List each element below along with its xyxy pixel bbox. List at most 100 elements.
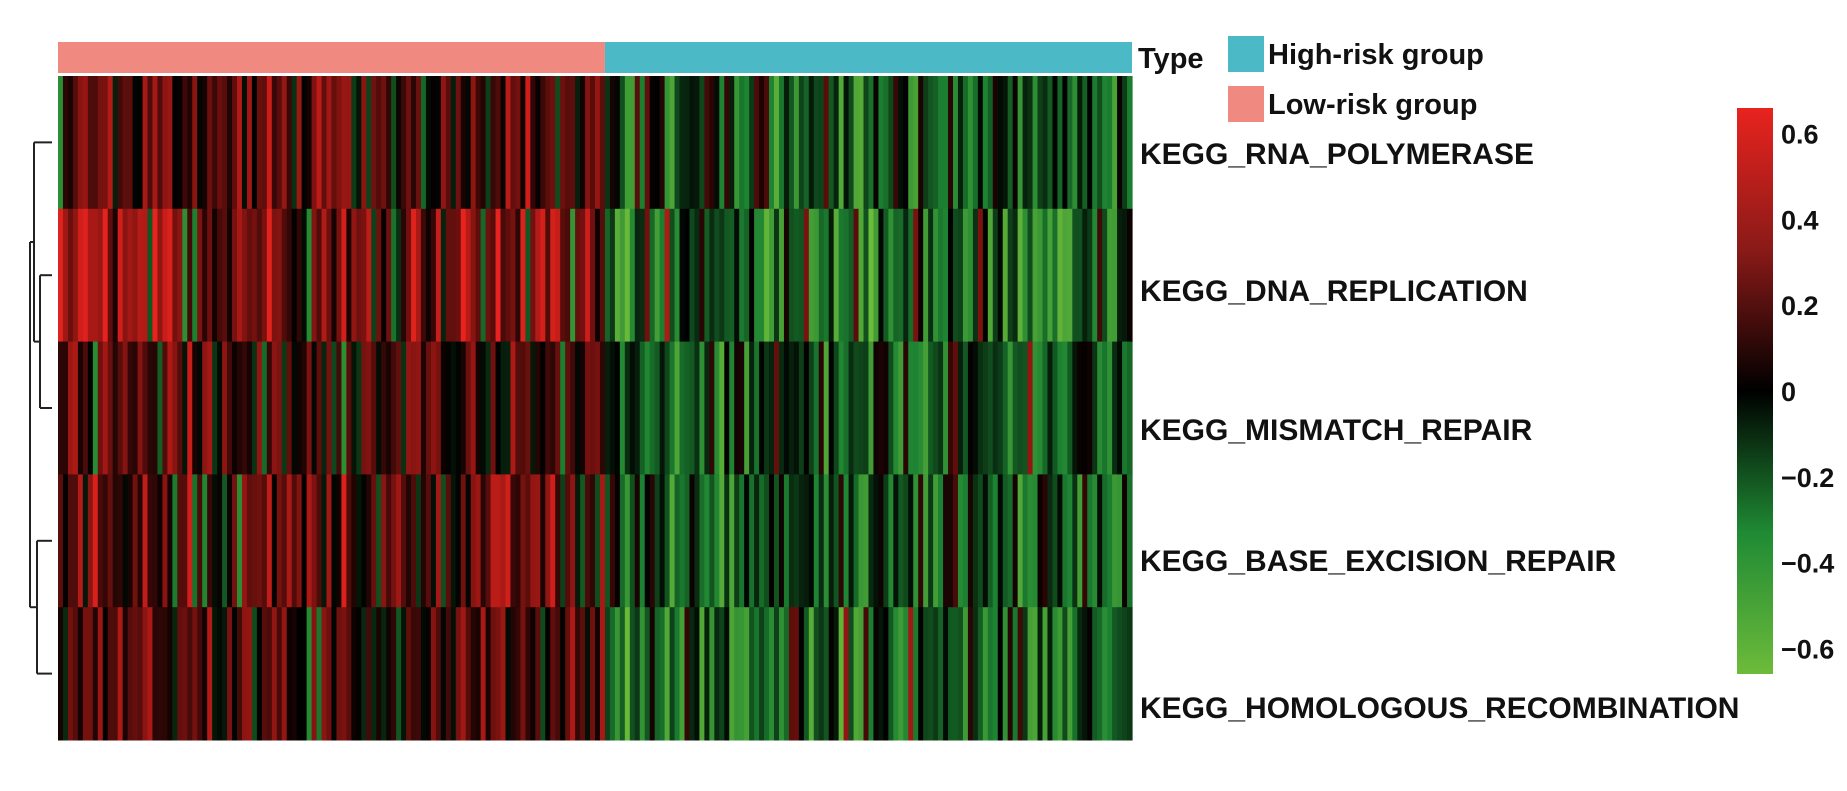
heatmap-cell (1122, 474, 1128, 608)
heatmap-cell (689, 474, 696, 608)
heatmap-cell (1022, 474, 1029, 608)
heatmap-cell (644, 208, 651, 343)
heatmap-cell (1017, 76, 1024, 210)
heatmap-cell (152, 76, 159, 210)
heatmap-cell (112, 607, 119, 741)
heatmap-cell (893, 208, 899, 343)
heatmap-cell (351, 341, 357, 475)
heatmap-cell (107, 341, 114, 475)
heatmap-cell (962, 607, 969, 741)
heatmap-cell (928, 474, 934, 608)
heatmap-cell (604, 208, 611, 343)
heatmap-cell (977, 341, 984, 475)
heatmap-cell (585, 76, 591, 210)
heatmap-cell (992, 474, 999, 608)
heatmap-cell (694, 341, 701, 475)
heatmap-cell (450, 208, 457, 343)
heatmap-cell (505, 76, 512, 210)
heatmap-cell (396, 208, 402, 343)
legend-label-high: High-risk group (1268, 39, 1484, 71)
heatmap-cell (142, 208, 149, 343)
heatmap-cell (256, 208, 263, 343)
heatmap-cell (246, 208, 253, 343)
heatmap-cell (475, 208, 482, 343)
heatmap-cell (460, 474, 467, 608)
heatmap-cell (724, 474, 730, 608)
heatmap-cell (535, 76, 541, 210)
heatmap-cell (261, 341, 268, 475)
heatmap-cell (321, 474, 328, 608)
heatmap-cell (913, 341, 919, 475)
heatmap-cell (361, 607, 367, 741)
heatmap-cell (535, 607, 541, 741)
heatmap-cell (684, 76, 691, 210)
heatmap-cell (774, 341, 780, 475)
heatmap-cell (127, 341, 134, 475)
heatmap-cell (82, 607, 89, 741)
heatmap-cell (296, 474, 303, 608)
heatmap-cell (157, 76, 164, 210)
heatmap-cell (217, 76, 223, 210)
heatmap-cell (1047, 607, 1054, 741)
heatmap-cell (893, 474, 899, 608)
heatmap-cell (679, 208, 686, 343)
heatmap-cell (1112, 474, 1118, 608)
heatmap-cell (754, 76, 760, 210)
colorbar-tick-label: −0.2 (1781, 463, 1834, 493)
heatmap-cell (654, 474, 661, 608)
heatmap-cell (241, 76, 248, 210)
heatmap-cell (898, 76, 904, 210)
heatmap-cell (371, 341, 377, 475)
heatmap-cell (445, 607, 452, 741)
heatmap-cell (237, 208, 243, 343)
heatmap-cell (142, 341, 149, 475)
heatmap-cell (232, 76, 238, 210)
heatmap-cell (227, 341, 233, 475)
heatmap-cell (311, 208, 318, 343)
heatmap-cell (709, 76, 715, 210)
heatmap-cell (609, 607, 616, 741)
heatmap-cell (172, 208, 178, 343)
heatmap-cell (480, 208, 487, 343)
heatmap-cell (470, 607, 477, 741)
heatmap-cell (957, 607, 964, 741)
heatmap-cell (212, 341, 218, 475)
heatmap-cell (1097, 341, 1103, 475)
heatmap-cell (97, 341, 104, 475)
heatmap-cell (237, 341, 243, 475)
heatmap-cell (1007, 76, 1014, 210)
heatmap-cell (495, 208, 502, 343)
heatmap-cell (853, 341, 860, 475)
heatmap-cell (411, 208, 417, 343)
heatmap-cell (286, 607, 293, 741)
heatmap-cell (1022, 341, 1029, 475)
heatmap-cell (997, 607, 1004, 741)
heatmap-cell (664, 76, 671, 210)
heatmap-cell (1037, 607, 1044, 741)
heatmap-cell (386, 76, 392, 210)
heatmap-cell (132, 341, 139, 475)
heatmap-cell (346, 341, 352, 475)
heatmap-cell (540, 607, 546, 741)
heatmap-cell (406, 341, 412, 475)
heatmap-cell (470, 208, 477, 343)
heatmap-cell (1062, 607, 1068, 741)
heatmap-cell (948, 607, 954, 741)
heatmap-cell (102, 607, 109, 741)
heatmap-cell (913, 607, 919, 741)
heatmap-cell (217, 474, 223, 608)
heatmap-cell (271, 76, 278, 210)
heatmap-cell (475, 341, 482, 475)
heatmap-cell (913, 474, 919, 608)
heatmap-cell (67, 208, 74, 343)
heatmap-cell (724, 208, 730, 343)
heatmap-cell (266, 341, 273, 475)
heatmap-cell (510, 76, 517, 210)
heatmap-cell (525, 474, 531, 608)
heatmap-cell (97, 474, 104, 608)
heatmap-cell (207, 341, 213, 475)
heatmap-cells (58, 76, 1133, 741)
heatmap-cell (450, 76, 457, 210)
heatmap-cell (197, 341, 203, 475)
heatmap-cell (237, 474, 243, 608)
